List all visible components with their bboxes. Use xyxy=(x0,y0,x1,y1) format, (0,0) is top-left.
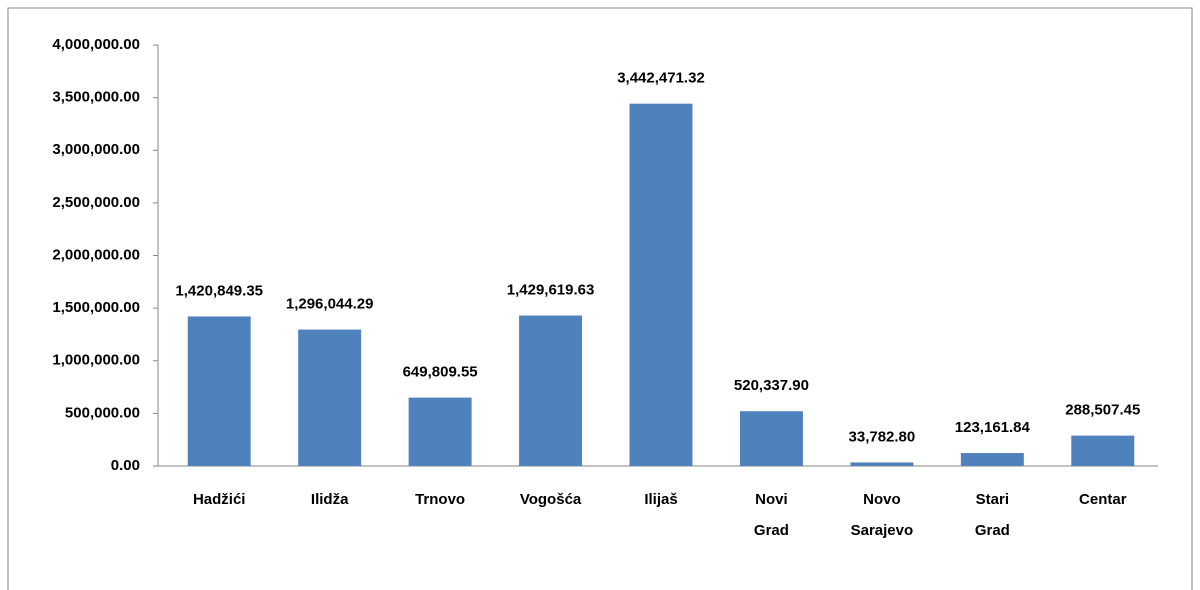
x-tick-label: Centar xyxy=(1079,491,1127,508)
data-label: 1,429,619.63 xyxy=(507,282,595,299)
x-tick-label: Hadžići xyxy=(193,491,246,508)
bar xyxy=(298,329,362,466)
x-tick-label: Novo Sarajevo xyxy=(851,491,914,539)
data-label: 649,809.55 xyxy=(403,364,478,381)
data-label: 520,337.90 xyxy=(734,377,809,394)
bar xyxy=(739,411,803,466)
bar xyxy=(629,103,693,466)
bar xyxy=(1071,435,1135,466)
chart-border xyxy=(7,7,1193,590)
x-tick-label: Novi Grad xyxy=(754,491,789,539)
y-tick-label: 1,000,000.00 xyxy=(52,352,140,369)
y-tick-label: 2,000,000.00 xyxy=(52,246,140,263)
bar xyxy=(850,462,914,466)
y-tick-label: 1,500,000.00 xyxy=(52,299,140,316)
bar xyxy=(408,397,472,466)
y-tick-label: 0.00 xyxy=(111,457,140,474)
bar xyxy=(960,453,1024,466)
bar xyxy=(519,315,583,466)
data-label: 123,161.84 xyxy=(955,419,1031,436)
x-tick-label: Ilijaš xyxy=(644,491,677,508)
y-tick-label: 4,000,000.00 xyxy=(52,36,140,53)
x-tick-label: Vogošća xyxy=(520,491,582,508)
data-label: 33,782.80 xyxy=(849,428,916,445)
data-label: 288,507.45 xyxy=(1065,402,1140,419)
data-label: 3,442,471.32 xyxy=(617,70,705,87)
x-tick-label: Ilidža xyxy=(311,491,349,508)
y-tick-label: 3,500,000.00 xyxy=(52,89,140,106)
y-tick-label: 2,500,000.00 xyxy=(52,194,140,211)
x-tick-label: Trnovo xyxy=(415,491,465,508)
y-tick-label: 3,000,000.00 xyxy=(52,141,140,158)
y-tick-label: 500,000.00 xyxy=(65,404,140,421)
bar xyxy=(187,316,251,466)
x-tick-label: Stari Grad xyxy=(975,491,1010,539)
data-label: 1,420,849.35 xyxy=(175,282,263,299)
data-label: 1,296,044.29 xyxy=(286,296,374,313)
